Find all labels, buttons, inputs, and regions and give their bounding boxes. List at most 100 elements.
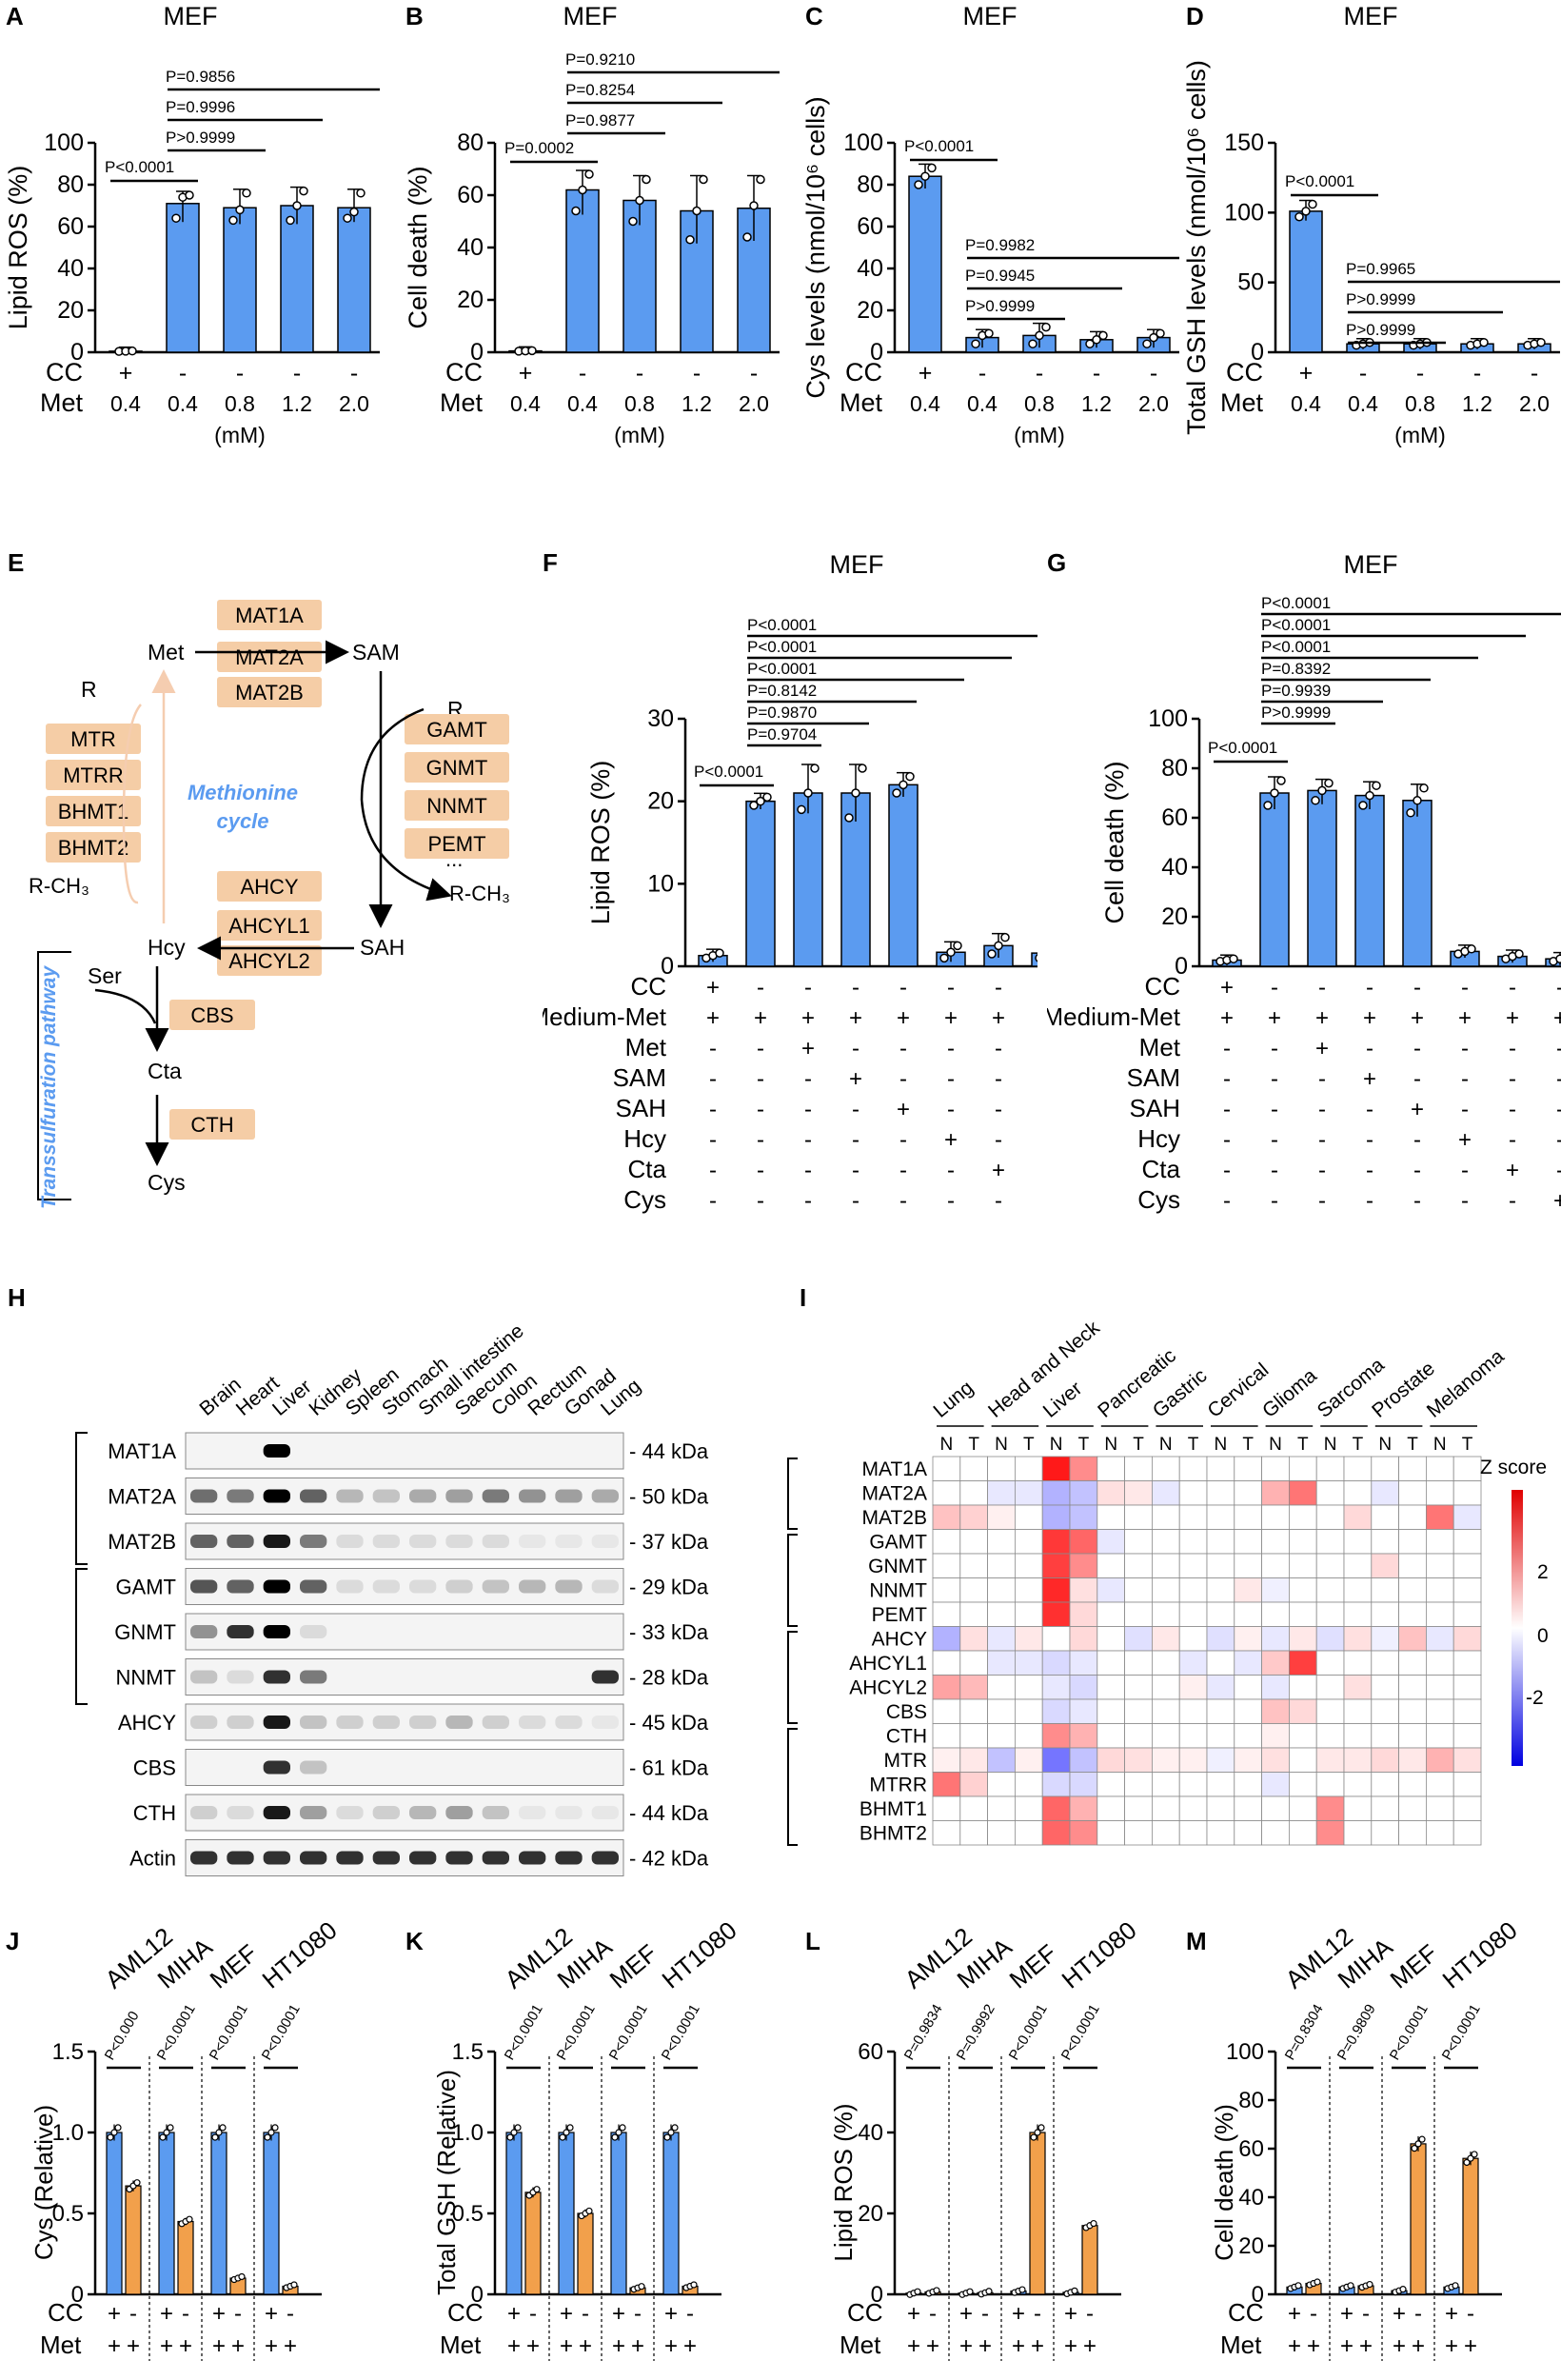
cc-sign: +	[265, 2301, 278, 2327]
heatmap-cell	[1097, 1626, 1125, 1652]
cc-sign: +	[160, 2301, 173, 2327]
y-tick-label: 30	[647, 705, 674, 732]
heatmap-cell	[1178, 1675, 1208, 1700]
heatmap-cell	[1178, 1795, 1208, 1821]
heatmap-cell	[1452, 1480, 1482, 1506]
sign: +	[1458, 1127, 1472, 1153]
heatmap-cell	[1041, 1698, 1071, 1724]
bar	[106, 2132, 123, 2295]
met-value: 0.4	[110, 391, 141, 416]
heatmap-cell	[959, 1772, 989, 1797]
heatmap-cell	[1151, 1795, 1180, 1821]
p-value: P<0.0001	[1058, 2002, 1103, 2063]
p-value: P<0.0001	[105, 158, 174, 176]
met-sign: +	[1012, 2333, 1025, 2359]
blot-band	[300, 1670, 327, 1684]
blot-band	[336, 1851, 364, 1865]
heatmap-cell	[1315, 1480, 1345, 1506]
blot-band	[263, 1806, 290, 1819]
heatmap-cell	[1426, 1675, 1454, 1700]
y-tick-label: 60	[1238, 2136, 1264, 2162]
cc-sign: +	[507, 2301, 521, 2327]
y-tick-label: 100	[1226, 2039, 1264, 2065]
unit-label: (mM)	[214, 423, 266, 447]
heatmap-cell	[1041, 1723, 1071, 1749]
heatmap-cell	[1206, 1553, 1235, 1578]
heatmap-cell	[1014, 1820, 1043, 1846]
sign: -	[1271, 1188, 1278, 1214]
data-point	[510, 2129, 518, 2136]
t-label: T	[1078, 1435, 1090, 1455]
heatmap-cell	[1371, 1772, 1399, 1797]
blot-band	[372, 1489, 400, 1503]
sign: -	[1461, 1097, 1469, 1122]
met-sign: +	[1307, 2333, 1320, 2359]
heatmap-cell	[1124, 1577, 1153, 1603]
data-point	[984, 328, 994, 338]
met-value: 0.4	[168, 391, 198, 416]
panel-a-chart: A MEF 0 20 40 60 80 100 Lipid ROS (%) +0.4 - 0.4 - 0.…	[4, 2, 380, 447]
y-tick-label: 1.0	[52, 2120, 84, 2146]
blot-band	[482, 1716, 509, 1729]
met-sign: +	[959, 2333, 973, 2359]
row-label-cc: CC	[447, 2298, 484, 2327]
p-value: P=0.8142	[747, 682, 817, 700]
heatmap-cell	[987, 1456, 1016, 1481]
heatmap-cell	[1178, 1723, 1208, 1749]
cancer-label: Melanoma	[1423, 1345, 1509, 1422]
heatmap-cell	[1097, 1650, 1125, 1676]
data-point	[290, 2281, 298, 2289]
group-label: MEF	[604, 1938, 662, 1993]
cc-value: -	[1150, 360, 1157, 387]
cc-sign: +	[1340, 2301, 1354, 2327]
blot-band	[409, 1851, 437, 1865]
metabolite-cys: Cys	[148, 1170, 186, 1195]
data-point	[1514, 949, 1524, 959]
blot-band	[227, 1625, 254, 1638]
enzyme-label: BHMT2	[58, 836, 129, 860]
data-point	[1479, 337, 1489, 347]
heatmap-cell	[1206, 1601, 1235, 1627]
heatmap-cell	[1234, 1553, 1262, 1578]
heatmap-cell	[1041, 1747, 1071, 1773]
met-sign: +	[1412, 2333, 1425, 2359]
p-value: P>0.9999	[166, 129, 235, 147]
data-point	[242, 188, 251, 198]
y-tick-label: 100	[1224, 199, 1264, 226]
heatmap-cell	[1151, 1577, 1180, 1603]
heatmap-cell	[1041, 1650, 1071, 1676]
chart-title: MEF	[830, 550, 884, 579]
met-sign: +	[1031, 2333, 1044, 2359]
heatmap-cell	[987, 1650, 1016, 1676]
heatmap-cell	[1343, 1650, 1373, 1676]
sign: -	[1366, 1097, 1373, 1122]
heatmap-cell	[1097, 1820, 1125, 1846]
data-point	[571, 206, 581, 216]
heatmap-cell	[1206, 1820, 1235, 1846]
row-label: Hcy	[1137, 1124, 1180, 1153]
heatmap-cell	[1124, 1456, 1153, 1481]
heatmap-cell	[1151, 1747, 1180, 1773]
data-point	[638, 2283, 645, 2291]
p-value: P=0.9870	[747, 704, 817, 722]
heatmap-cell	[1151, 1820, 1180, 1846]
sign: +	[1315, 1036, 1329, 1061]
heatmap-cell	[1261, 1529, 1290, 1555]
bar	[158, 2132, 175, 2295]
heatmap-cell	[1151, 1529, 1180, 1555]
n-label: N	[1269, 1435, 1282, 1455]
data-point	[1347, 2282, 1354, 2290]
heatmap-cell	[1398, 1723, 1427, 1749]
chart-title: MEF	[1344, 550, 1398, 579]
blot-strip	[185, 1522, 624, 1560]
group-label: HT1080	[657, 1923, 742, 1994]
heatmap-cell	[1289, 1504, 1317, 1530]
heatmap-cell	[1343, 1675, 1373, 1700]
heatmap-cell	[959, 1456, 989, 1481]
gene-label: AHCYL1	[849, 1653, 927, 1675]
heatmap-cell	[1261, 1504, 1290, 1530]
sign: -	[804, 1158, 812, 1183]
gene-label: AHCY	[872, 1629, 927, 1651]
heatmap-cell	[1041, 1601, 1071, 1627]
sign: -	[757, 1066, 764, 1092]
